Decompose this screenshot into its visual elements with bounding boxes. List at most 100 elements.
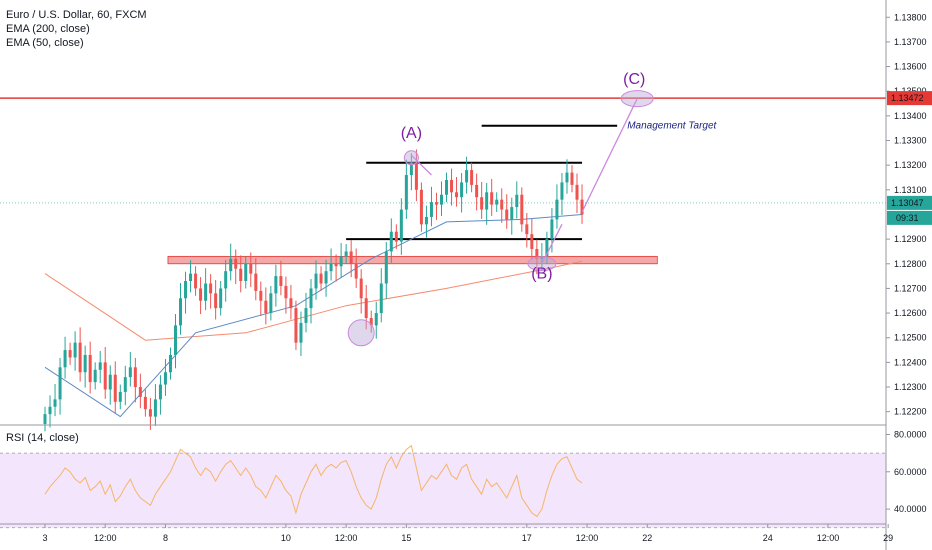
candle-body — [565, 172, 569, 183]
candle-body — [580, 199, 584, 215]
candle-body — [339, 256, 343, 267]
candle-body — [153, 399, 157, 417]
candle-body — [535, 248, 539, 259]
candle-body — [294, 308, 298, 343]
price-tick-label: 1.13700 — [894, 37, 927, 47]
candle-body — [495, 199, 499, 205]
candle-body — [465, 170, 469, 183]
candle-body — [108, 374, 112, 390]
candle-body — [314, 273, 318, 289]
candle-body — [244, 263, 248, 282]
countdown-tag-text: 09:31 — [896, 213, 919, 223]
candle-body — [414, 162, 418, 190]
candle-body — [434, 202, 438, 205]
candle-body — [349, 251, 353, 264]
wave-c-label: (C) — [623, 71, 645, 88]
candle-body — [354, 263, 358, 279]
candle-body — [374, 313, 378, 326]
candle-body — [204, 283, 208, 301]
candle-body — [93, 369, 97, 383]
candle-body — [364, 298, 368, 318]
time-tick-label: 29 — [883, 533, 893, 543]
candle-body — [299, 322, 303, 343]
candle-body — [545, 239, 549, 257]
candle-body — [199, 288, 203, 301]
price-pane[interactable] — [0, 90, 886, 432]
candle-body — [103, 362, 107, 390]
candle-body — [319, 273, 323, 284]
candle-body — [254, 273, 258, 291]
candle-body — [68, 350, 72, 358]
candle-body — [505, 209, 509, 220]
candle-body — [379, 283, 383, 314]
management-target-label: Management Target — [627, 121, 717, 132]
rsi-pane[interactable] — [0, 444, 886, 529]
candle-body — [209, 283, 213, 294]
rsi-tick-label: 60.0000 — [894, 467, 927, 477]
candle-body — [78, 342, 82, 373]
wave-a-label: (A) — [401, 125, 422, 142]
candle-body — [450, 179, 454, 193]
candle-body — [344, 251, 348, 257]
price-tick-label: 1.12700 — [894, 283, 927, 293]
candle-body — [470, 170, 474, 185]
candle-body — [259, 290, 263, 301]
wave-a-circle — [403, 150, 419, 166]
wave-b-label: (B) — [531, 266, 552, 283]
price-tick-label: 1.12200 — [894, 407, 927, 417]
candle-body — [98, 362, 102, 370]
candle-body — [480, 197, 484, 210]
candle-body — [369, 318, 373, 326]
candle-body — [324, 271, 328, 284]
candle-body — [249, 263, 253, 274]
candle-body — [173, 325, 177, 355]
candle-body — [455, 192, 459, 198]
candle-body — [123, 377, 127, 392]
candle-body — [304, 308, 308, 323]
candle-body — [118, 391, 122, 402]
rsi-legend: RSI (14, close) — [6, 432, 79, 444]
candle-body — [475, 184, 479, 198]
resistance-price-tag — [887, 91, 932, 106]
candle-body — [530, 234, 534, 249]
price-tick-label: 1.13400 — [894, 111, 927, 121]
ema200-line — [44, 260, 583, 341]
candle-body — [264, 300, 268, 314]
time-tick-label: 12:00 — [94, 533, 117, 543]
rsi-tick-label: 40.0000 — [894, 504, 927, 514]
ema50-line — [44, 214, 583, 418]
candle-body — [214, 293, 218, 309]
candle-body — [570, 172, 574, 185]
price-tick-label: 1.13600 — [894, 62, 927, 72]
candle-body — [179, 298, 183, 326]
time-tick-label: 22 — [642, 533, 652, 543]
candle-body — [43, 414, 47, 424]
candle-body — [359, 278, 363, 299]
candle-body — [409, 162, 413, 176]
candle-body — [309, 288, 313, 309]
candle-body — [439, 194, 444, 205]
candle-body — [113, 374, 117, 402]
candle-body — [429, 202, 433, 217]
time-tick-label: 10 — [281, 533, 291, 543]
candle-body — [274, 276, 278, 294]
candle-body — [520, 194, 524, 225]
candle-body — [133, 367, 137, 388]
symbol-title: Euro / U.S. Dollar, 60, FXCM — [6, 9, 147, 21]
price-tick-label: 1.12800 — [894, 259, 927, 269]
candle-body — [490, 192, 494, 205]
candle-body — [88, 354, 92, 383]
candle-body — [138, 387, 142, 397]
time-tick-label: 15 — [401, 533, 411, 543]
candle-body — [53, 399, 57, 407]
candle-body — [540, 256, 544, 259]
ema200-legend: EMA (200, close) — [6, 23, 90, 35]
candle-body — [500, 199, 504, 210]
candle-body — [219, 288, 223, 309]
time-tick-label: 17 — [522, 533, 532, 543]
candle-body — [460, 182, 464, 198]
candle-body — [384, 251, 388, 284]
candle-body — [334, 263, 338, 267]
candle-body — [189, 273, 193, 282]
